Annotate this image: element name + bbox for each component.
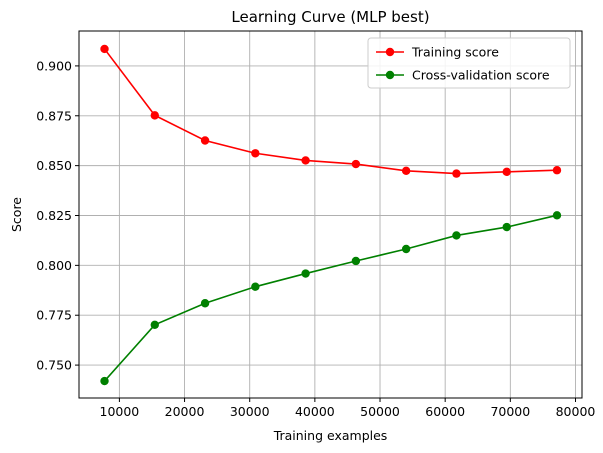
cross-validation-score-point (200, 299, 210, 308)
cross-validation-score-point (351, 256, 361, 266)
legend-training-score-label: Training score (411, 45, 499, 60)
cross-validation-score-point (452, 231, 461, 240)
training-score-point (351, 159, 361, 169)
training-score-point (150, 111, 159, 120)
y-axis: 0.750 0.775 0.800 0.825 0.850 0.875 0.900 (36, 58, 79, 373)
x-axis: 10000 20000 30000 40000 50000 60000 70000 80000 (100, 398, 596, 419)
x-tick-label: 50000 (360, 404, 400, 419)
cross-validation-score-point (301, 269, 310, 278)
y-tick-label: 0.825 (36, 208, 72, 223)
plot-frame (78, 30, 583, 399)
cross-validation-score-point (401, 244, 411, 254)
cross-validation-score-point (502, 222, 511, 232)
legend-training-score-marker (385, 47, 395, 57)
y-tick-label: 0.775 (36, 308, 72, 323)
y-tick-label: 0.900 (36, 58, 72, 73)
training-score-point (100, 44, 109, 54)
legend-cross-validation-score-label: Cross-validation score (412, 68, 550, 83)
cross-validation-score-line (103, 214, 558, 382)
training-score-point (200, 136, 210, 145)
cross-validation-score-point (100, 376, 109, 386)
training-score-point (552, 166, 562, 175)
x-tick-label: 70000 (490, 404, 530, 419)
training-score-point (401, 166, 411, 176)
training-score-point (301, 156, 310, 165)
cross-validation-score-point (552, 211, 562, 220)
chart-title: Learning Curve (MLP best) (231, 8, 429, 26)
training-score-line (103, 48, 558, 175)
y-tick-label: 0.875 (36, 108, 72, 123)
x-tick-label: 20000 (165, 404, 205, 419)
y-tick-label: 0.750 (36, 358, 72, 373)
legend: Training score Cross-validation score (367, 37, 571, 89)
training-score-point (502, 167, 511, 177)
x-tick-label: 10000 (100, 404, 140, 419)
cross-validation-score-point (150, 320, 159, 329)
y-tick-label: 0.850 (36, 158, 72, 173)
training-score-point (452, 169, 461, 178)
y-tick-label: 0.800 (36, 258, 72, 273)
cross-validation-score-point (251, 282, 260, 291)
legend-box (367, 37, 571, 89)
x-tick-label: 40000 (295, 404, 335, 419)
x-axis-title: Training examples (273, 428, 388, 443)
training-score-point (251, 149, 260, 158)
y-axis-title: Score (9, 197, 24, 232)
legend-cross-validation-score-marker (385, 70, 395, 80)
x-tick-label: 80000 (556, 404, 596, 419)
x-tick-label: 30000 (230, 404, 270, 419)
grid (79, 31, 582, 398)
x-tick-label: 60000 (425, 404, 465, 419)
series-layer (100, 44, 562, 386)
